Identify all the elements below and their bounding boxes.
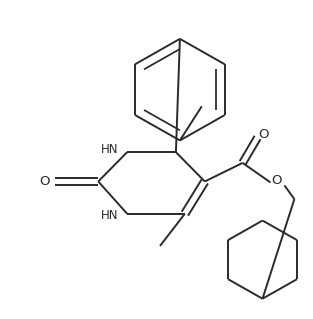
Text: HN: HN — [101, 209, 119, 222]
Text: O: O — [271, 174, 281, 187]
Text: O: O — [39, 175, 50, 188]
Text: HN: HN — [101, 143, 119, 156]
Text: O: O — [259, 128, 269, 141]
